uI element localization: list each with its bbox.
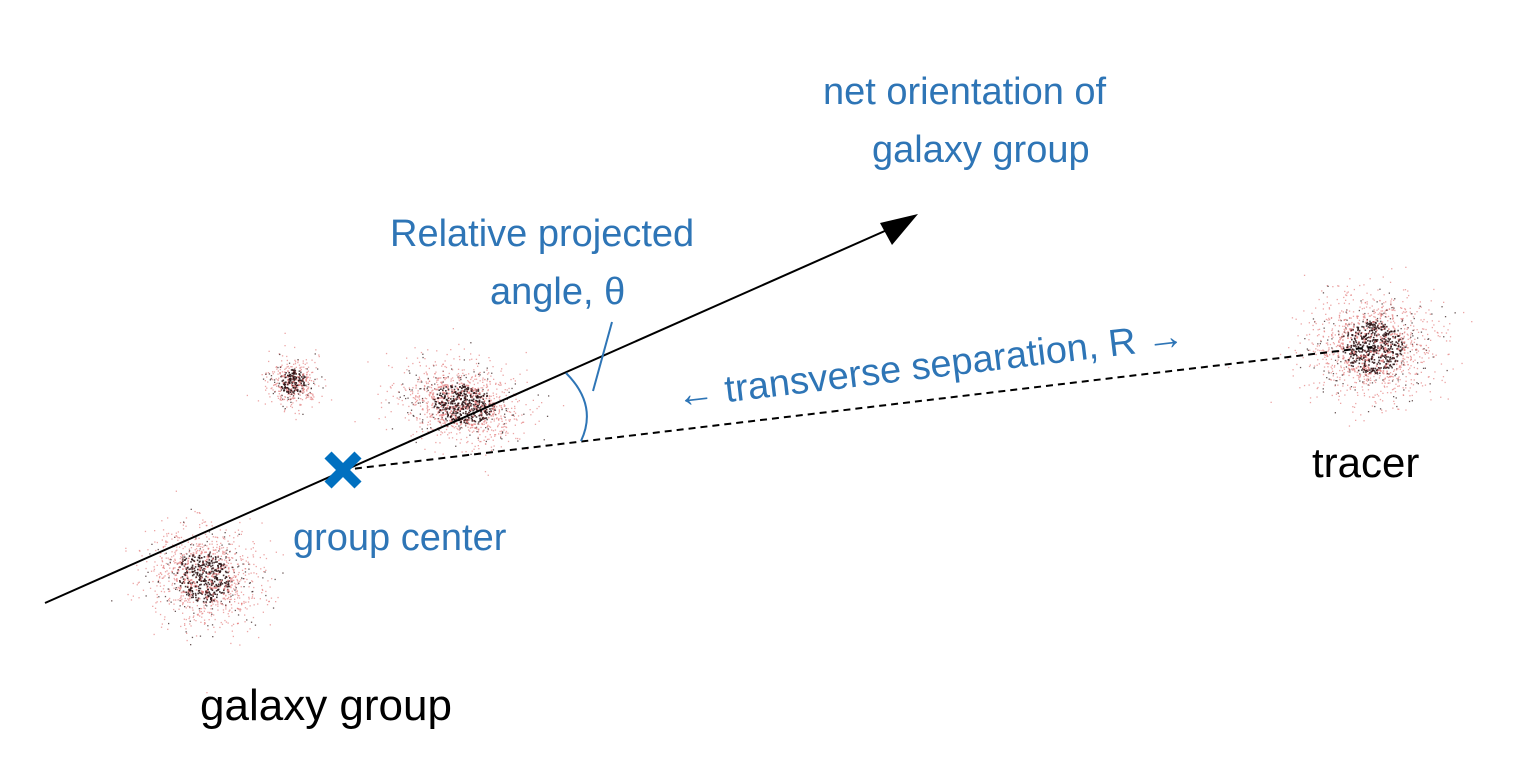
tracer-label: tracer [1312, 439, 1419, 486]
arrowhead-icon [880, 214, 918, 245]
angle-label-line2: angle, θ [490, 271, 625, 313]
galaxy-small [246, 332, 333, 421]
angle-pointer-line [592, 321, 613, 392]
angle-label-line1: Relative projected [390, 213, 694, 255]
x-mark-icon [324, 451, 362, 489]
net-orientation-label-line2: galaxy group [872, 129, 1090, 171]
galaxy-group-label: galaxy group [200, 681, 452, 730]
group-center-label: group center [293, 517, 507, 559]
angle-arc [565, 372, 588, 442]
net-orientation-label-line1: net orientation of [823, 71, 1107, 113]
separation-dashed-line [342, 346, 1373, 471]
galaxy-lower [111, 490, 284, 694]
galaxy-mid [354, 328, 565, 476]
separation-label: ← transverse separation, R → [674, 315, 1186, 417]
tracer-galaxy [1228, 266, 1473, 427]
orientation-line [44, 225, 897, 604]
